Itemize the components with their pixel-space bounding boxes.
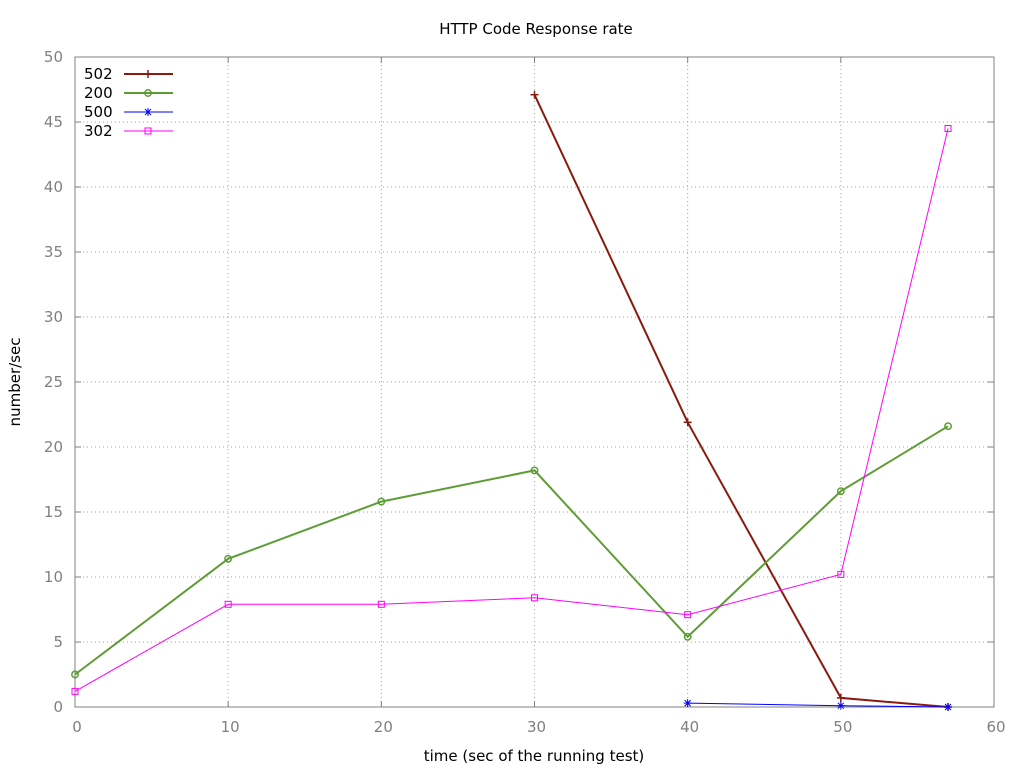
data-point [377, 600, 385, 608]
y-tick-label: 30 [44, 308, 63, 326]
legend-marker [144, 108, 152, 116]
data-point [683, 699, 692, 708]
series-line-302 [74, 128, 949, 692]
legend-marker [144, 89, 152, 97]
y-tick-label: 20 [44, 438, 63, 456]
series-502 [530, 90, 953, 711]
data-point [531, 594, 538, 602]
data-point [683, 632, 692, 641]
x-axis-label: time (sec of the running test) [424, 747, 645, 765]
data-point [837, 570, 845, 578]
data-point [71, 687, 79, 695]
data-point [530, 90, 539, 99]
y-tick-label: 40 [44, 178, 63, 196]
y-tick-label: 50 [44, 48, 63, 66]
series-302 [71, 125, 952, 695]
data-point [836, 487, 845, 496]
series-line-502 [533, 94, 949, 708]
y-axis-label: number/sec [6, 338, 24, 427]
data-point [71, 670, 79, 679]
data-point [684, 611, 692, 619]
legend-item: 502 [84, 65, 173, 83]
x-tick-label: 50 [833, 718, 852, 736]
y-tick-label: 45 [44, 113, 63, 131]
data-point [224, 600, 232, 608]
series-line-200 [74, 425, 949, 676]
legend-item: 200 [84, 84, 173, 102]
data-point [530, 466, 539, 475]
legend-item: 302 [84, 122, 173, 140]
legend-label: 302 [84, 122, 113, 140]
x-tick-label: 40 [680, 718, 699, 736]
y-tick-label: 35 [44, 243, 63, 261]
data-point [836, 701, 845, 710]
data-point [683, 418, 692, 427]
y-tick-label: 25 [44, 373, 63, 391]
data-point [224, 554, 233, 563]
series-500 [683, 699, 953, 711]
chart-title: HTTP Code Response rate [439, 20, 633, 38]
series-layer [71, 90, 953, 711]
x-axis: 0 10 20 30 40 50 60 [72, 57, 1006, 736]
y-tick-label: 10 [44, 568, 63, 586]
x-tick-label: 10 [221, 718, 240, 736]
legend-label: 502 [84, 65, 113, 83]
y-axis: 0 5 10 15 20 25 30 35 40 45 50 [44, 48, 994, 716]
data-point [377, 497, 386, 506]
legend-label: 500 [84, 103, 113, 121]
legend-label: 200 [84, 84, 113, 102]
y-tick-label: 0 [53, 698, 63, 716]
series-200 [71, 422, 952, 679]
y-tick-label: 5 [53, 633, 63, 651]
x-tick-label: 20 [374, 718, 393, 736]
data-point [944, 125, 952, 132]
grid-lines [75, 57, 994, 707]
x-tick-label: 30 [527, 718, 546, 736]
data-point [944, 422, 952, 431]
data-point [944, 703, 953, 711]
legend-item: 500 [84, 103, 173, 121]
data-point [836, 693, 845, 702]
x-tick-label: 0 [72, 718, 82, 736]
y-tick-label: 15 [44, 503, 63, 521]
legend-marker [144, 70, 152, 78]
legend-marker [144, 127, 152, 135]
x-tick-label: 60 [986, 718, 1005, 736]
